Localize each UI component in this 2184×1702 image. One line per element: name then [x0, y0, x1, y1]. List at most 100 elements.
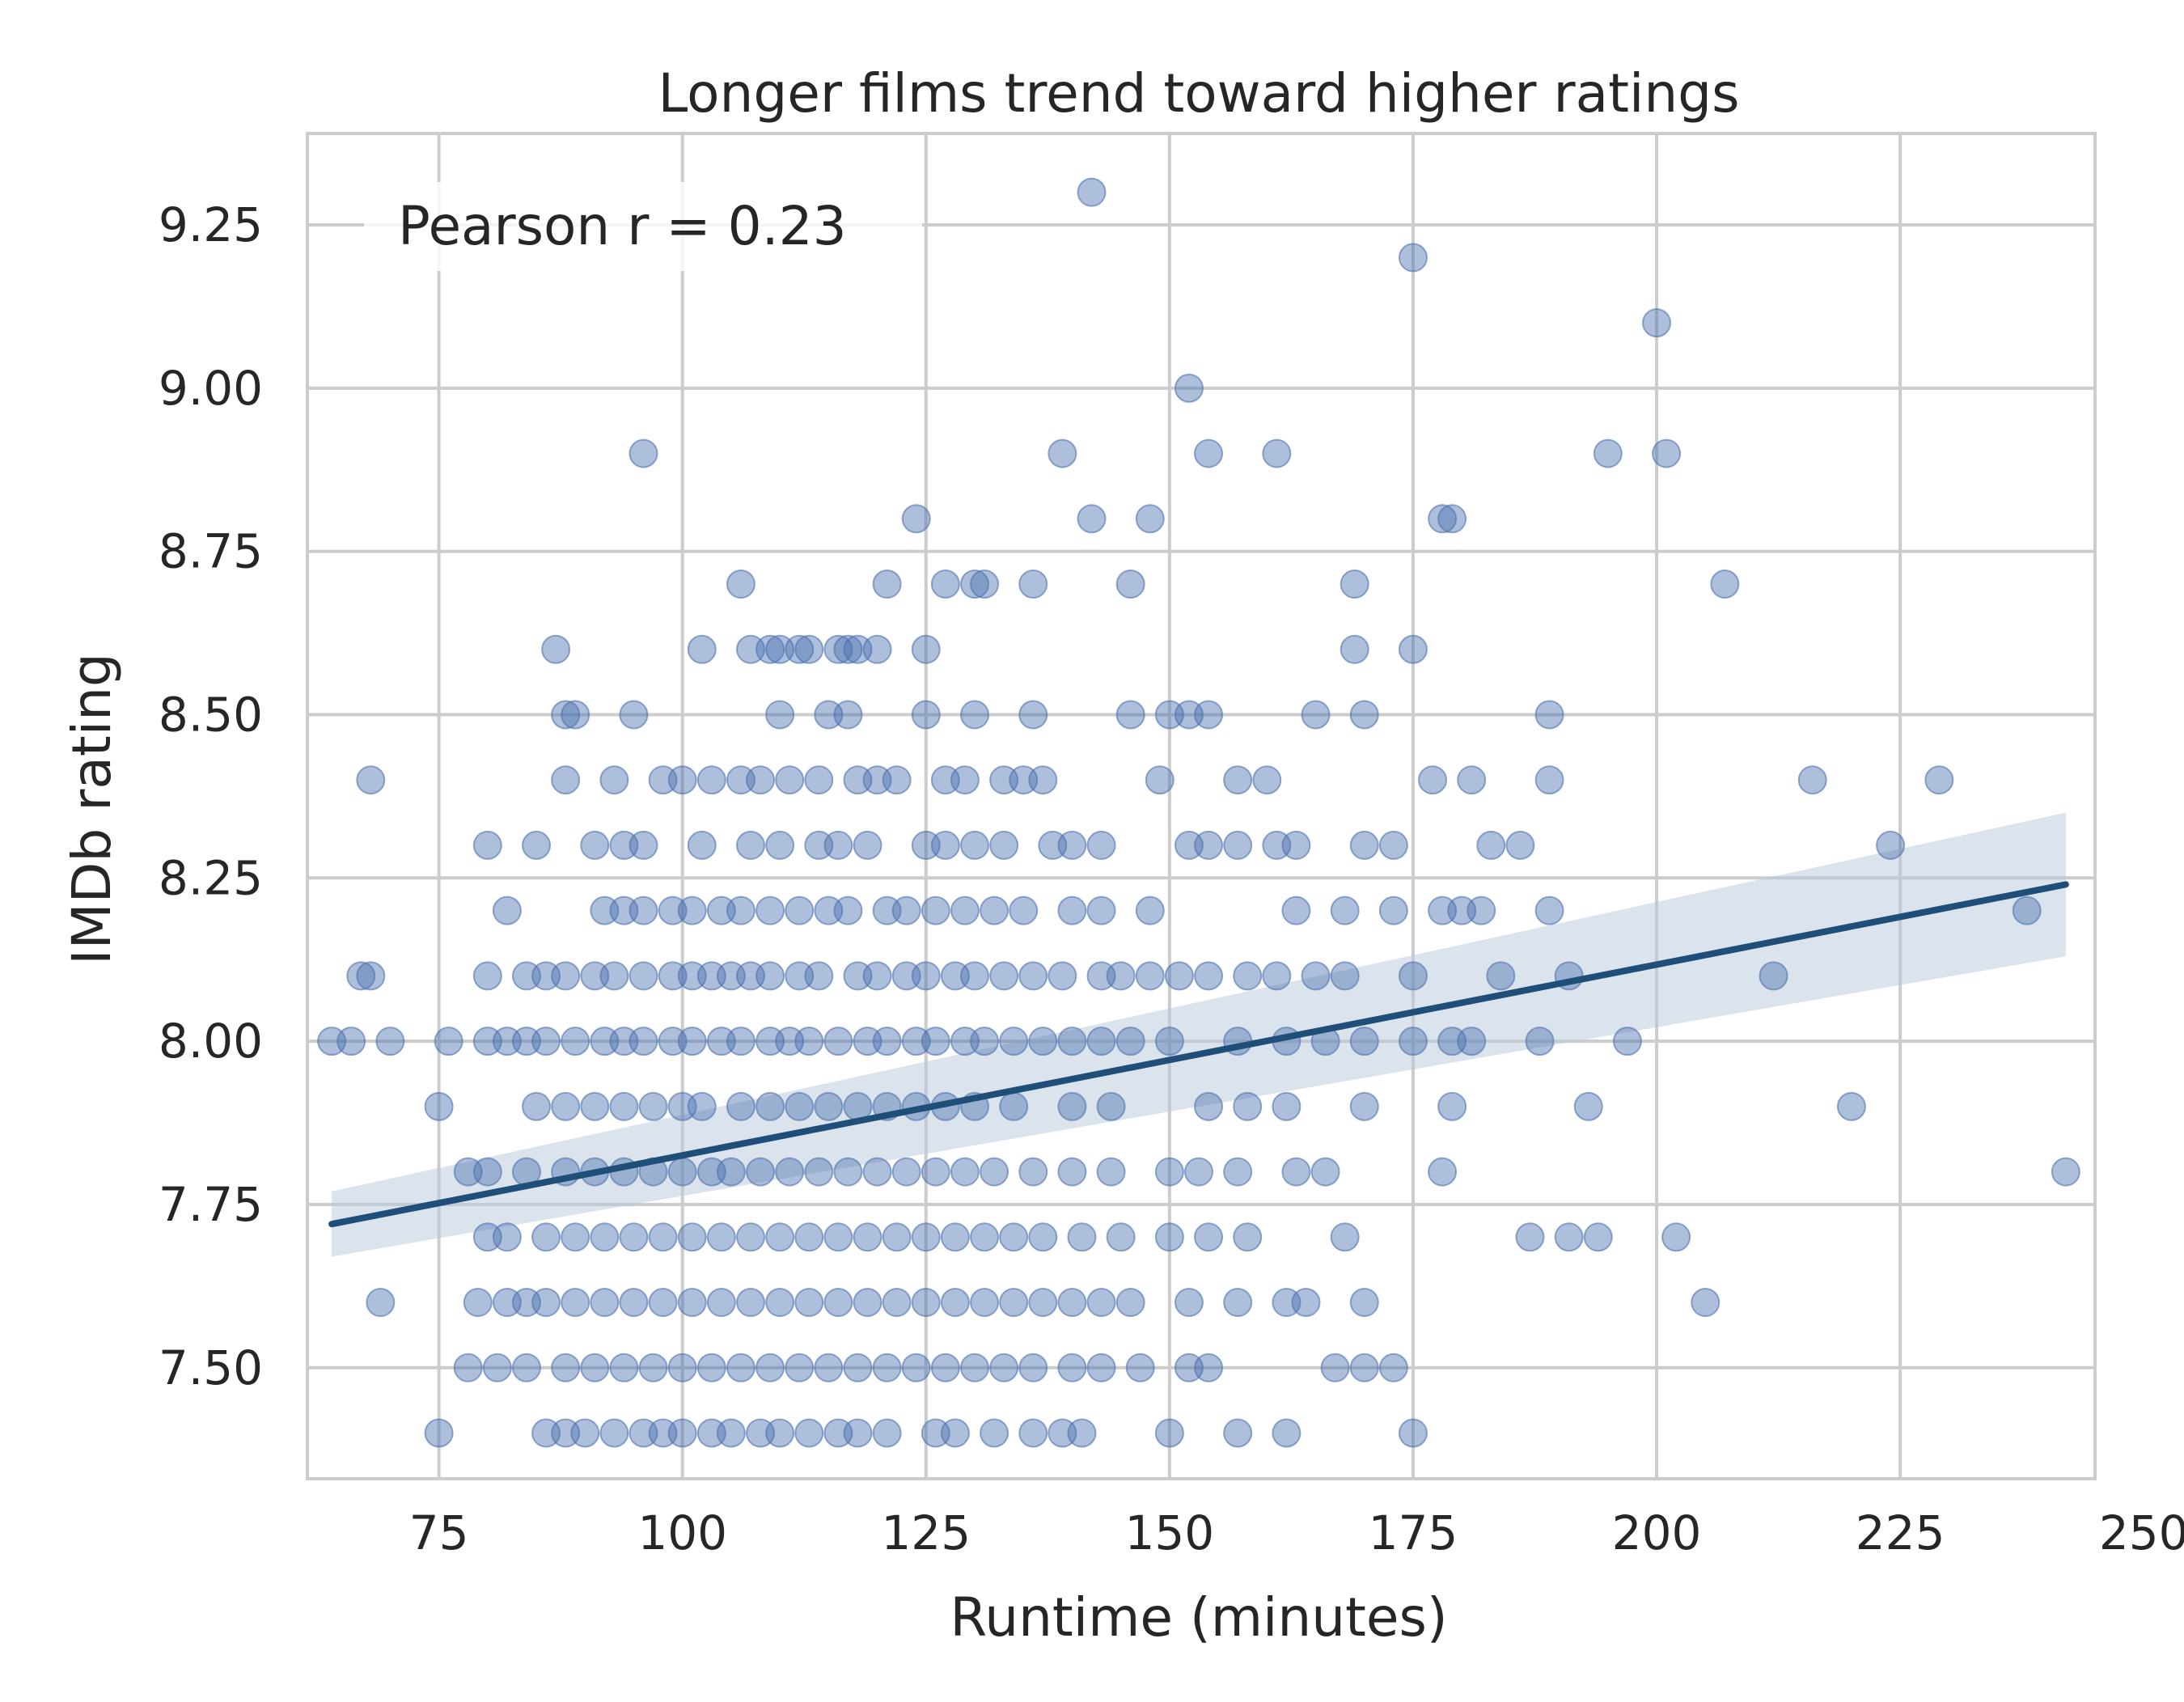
data-point — [706, 1288, 736, 1318]
data-point — [541, 634, 571, 664]
y-tick-labels: 7.50 7.75 8.00 8.25 8.50 8.75 9.00 9.25 — [159, 197, 263, 1395]
data-point — [1086, 1288, 1116, 1318]
data-point — [687, 634, 717, 664]
data-point — [570, 1418, 600, 1448]
data-point — [1018, 1353, 1048, 1382]
data-point — [746, 1157, 776, 1187]
data-point — [959, 830, 989, 860]
data-point — [1418, 765, 1448, 795]
data-point — [765, 830, 795, 860]
data-point — [765, 1222, 795, 1252]
data-point — [756, 634, 785, 664]
y-tick-label: 8.50 — [159, 687, 263, 742]
data-point — [1174, 1288, 1204, 1318]
x-tick-label: 125 — [881, 1505, 971, 1560]
data-point — [1457, 765, 1487, 795]
data-point — [1349, 1353, 1379, 1382]
data-point — [1349, 1091, 1379, 1121]
data-point — [1534, 765, 1564, 795]
data-point — [823, 830, 853, 860]
data-point — [336, 1027, 366, 1056]
data-point — [1272, 1418, 1302, 1448]
data-point — [989, 961, 1019, 991]
data-point — [1223, 765, 1253, 795]
data-point — [853, 1222, 882, 1252]
annotation-box: Pearson r = 0.23 — [364, 182, 922, 271]
data-point — [775, 1157, 805, 1187]
data-point — [1194, 1222, 1224, 1252]
data-point — [921, 895, 950, 925]
data-point — [599, 961, 629, 991]
data-point — [463, 1288, 493, 1318]
data-point — [677, 895, 707, 925]
data-point — [580, 1091, 610, 1121]
y-tick-label: 8.75 — [159, 524, 263, 579]
data-point — [872, 1418, 902, 1448]
data-point — [1378, 1353, 1408, 1382]
data-point — [472, 961, 502, 991]
data-point — [1398, 1027, 1428, 1056]
data-point — [950, 1157, 980, 1187]
data-point — [1183, 1157, 1213, 1187]
data-point — [1330, 961, 1360, 991]
data-point — [424, 1091, 454, 1121]
chart-title: Longer films trend toward higher ratings — [658, 62, 1740, 125]
data-point — [1349, 700, 1379, 730]
data-point — [1194, 1091, 1224, 1121]
data-point — [804, 961, 834, 991]
data-point — [765, 1288, 795, 1318]
data-point — [726, 895, 756, 925]
data-point — [785, 1091, 815, 1121]
data-point — [1057, 830, 1087, 860]
data-point — [1018, 1418, 1048, 1448]
data-point — [882, 765, 912, 795]
data-point — [1759, 961, 1788, 991]
data-point — [1573, 1091, 1603, 1121]
data-point — [872, 1353, 902, 1382]
data-point — [765, 700, 795, 730]
data-point — [1876, 830, 1906, 860]
data-point — [648, 1288, 678, 1318]
data-point — [756, 1353, 785, 1382]
data-point — [2012, 895, 2042, 925]
data-point — [1272, 1091, 1302, 1121]
confidence-band — [332, 812, 2066, 1257]
data-point — [677, 1222, 707, 1252]
data-point — [1398, 243, 1428, 273]
data-points — [317, 177, 2080, 1448]
data-point — [999, 1027, 1029, 1056]
data-point — [999, 1222, 1029, 1252]
data-point — [1398, 634, 1428, 664]
data-point — [609, 1353, 639, 1382]
data-point — [1223, 1157, 1253, 1187]
data-point — [1467, 895, 1496, 925]
data-point — [882, 1222, 912, 1252]
data-point — [1340, 569, 1369, 599]
data-point — [1330, 895, 1360, 925]
y-tick-label: 7.75 — [159, 1177, 263, 1232]
data-point — [472, 1157, 502, 1187]
data-point — [1174, 373, 1204, 403]
data-point — [1057, 895, 1087, 925]
data-point — [1028, 1288, 1058, 1318]
data-point — [1194, 830, 1224, 860]
y-tick-label: 7.50 — [159, 1340, 263, 1395]
data-point — [619, 700, 649, 730]
data-point — [911, 1288, 941, 1318]
data-point — [696, 1353, 726, 1382]
data-point — [687, 830, 717, 860]
data-point — [970, 1222, 1000, 1252]
data-point — [356, 961, 386, 991]
data-point — [667, 1157, 697, 1187]
data-point — [696, 765, 726, 795]
data-point — [726, 569, 756, 599]
y-tick-label: 9.00 — [159, 361, 263, 416]
data-point — [794, 634, 824, 664]
data-point — [1194, 438, 1224, 468]
data-point — [735, 1222, 765, 1252]
data-point — [2051, 1157, 2080, 1187]
data-point — [551, 765, 581, 795]
x-tick-labels: 75 100 125 150 175 200 225 250 — [409, 1505, 2184, 1560]
data-point — [522, 1091, 552, 1121]
